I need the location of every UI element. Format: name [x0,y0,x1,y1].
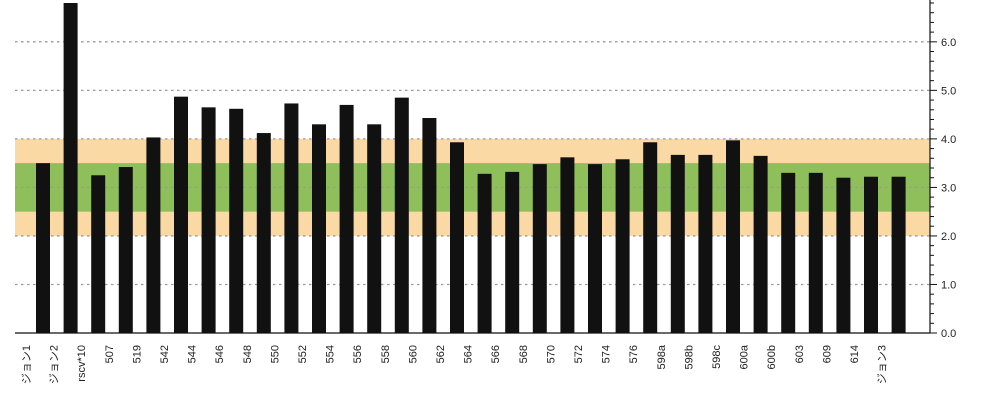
gridlines [15,41,930,286]
x-tick-label: 598c [711,345,723,369]
bar-598a [670,154,685,333]
x-tick-label: 564 [463,345,475,363]
bar-566 [505,171,520,333]
x-tick-label: 562 [435,345,447,363]
bar-554 [339,104,354,333]
bar-600a [753,155,768,333]
y-tick-label: 0.0 [941,328,956,340]
x-tick-label: ジョン1 [21,345,33,384]
x-tick-label: 552 [297,345,309,363]
bar-552 [312,124,326,333]
bar-558 [394,97,409,333]
bar-570 [560,157,575,333]
bar-544 [201,107,216,334]
x-tick-label: 556 [352,345,364,363]
x-tick-label: 598a [656,344,668,369]
bar-519 [146,137,161,333]
x-tick-label: 572 [573,345,585,363]
x-tick-label: 574 [601,345,613,363]
x-tick-label: 542 [159,345,171,363]
x-tick-label: 570 [545,345,557,363]
x-tick-label: 554 [325,345,337,363]
bar-series [36,3,906,334]
bar-556 [367,124,382,333]
x-tick-label: ジョン3 [877,345,889,384]
bar-614 [864,176,878,333]
bar-564 [477,173,492,333]
x-tick-label: 548 [242,345,254,363]
x-tick-label: 603 [794,345,806,363]
x-tick-label: 546 [214,345,226,363]
x-tick-label: 560 [407,345,419,363]
y-tick-label: 1.0 [941,279,956,291]
x-tick-label: 566 [490,345,502,363]
y-tick-label: 4.0 [941,134,956,146]
bar-562 [450,142,464,333]
x-tick-label: 598b [683,345,695,369]
x-tick-label: 507 [104,345,116,363]
x-tick-label: rscv*10 [76,345,88,382]
x-tick-label: 600b [766,345,778,369]
bar-507 [118,167,133,333]
bar-546 [229,108,244,333]
x-tick-label: 519 [131,345,143,363]
x-tick-label: 544 [187,345,199,363]
x-tick-label: 609 [821,345,833,363]
bar-576 [643,142,658,333]
bar-574 [615,159,630,333]
x-axis-labels: ジョン1 ジョン2 rscv*10 507 519 542 544 546 548 550 552 5… [21,344,889,384]
bar-572 [588,164,602,333]
bar-609 [836,177,851,333]
bar-600b [781,172,796,333]
x-tick-label: ジョン2 [49,345,61,384]
bar-568 [532,164,547,333]
bar-542 [174,96,188,333]
x-tick-label: 576 [628,345,640,363]
bar-rscv*10 [91,175,106,333]
bar-ジョン3 [891,176,906,333]
bar-548 [256,133,271,333]
y-tick-label: 6.0 [941,37,956,49]
x-tick-label: 558 [380,345,392,363]
x-tick-label: 550 [269,345,281,363]
bar-598b [698,154,713,333]
y-tick-label: 2.0 [941,231,956,243]
bar-ジョン1 [36,163,50,333]
x-tick-label: 568 [518,345,530,363]
y-tick-label: 3.0 [941,182,956,194]
bar-603 [808,172,823,333]
bar-560 [422,118,437,333]
y-axis: 0.0 1.0 2.0 3.0 4.0 5.0 6.0 [15,0,956,340]
bar-ジョン2 [63,3,78,333]
x-tick-label: 600a [739,344,751,369]
bar-598c [726,140,740,333]
x-tick-label: 614 [849,345,861,363]
bar-550 [284,103,299,334]
y-tick-label: 5.0 [941,85,956,97]
